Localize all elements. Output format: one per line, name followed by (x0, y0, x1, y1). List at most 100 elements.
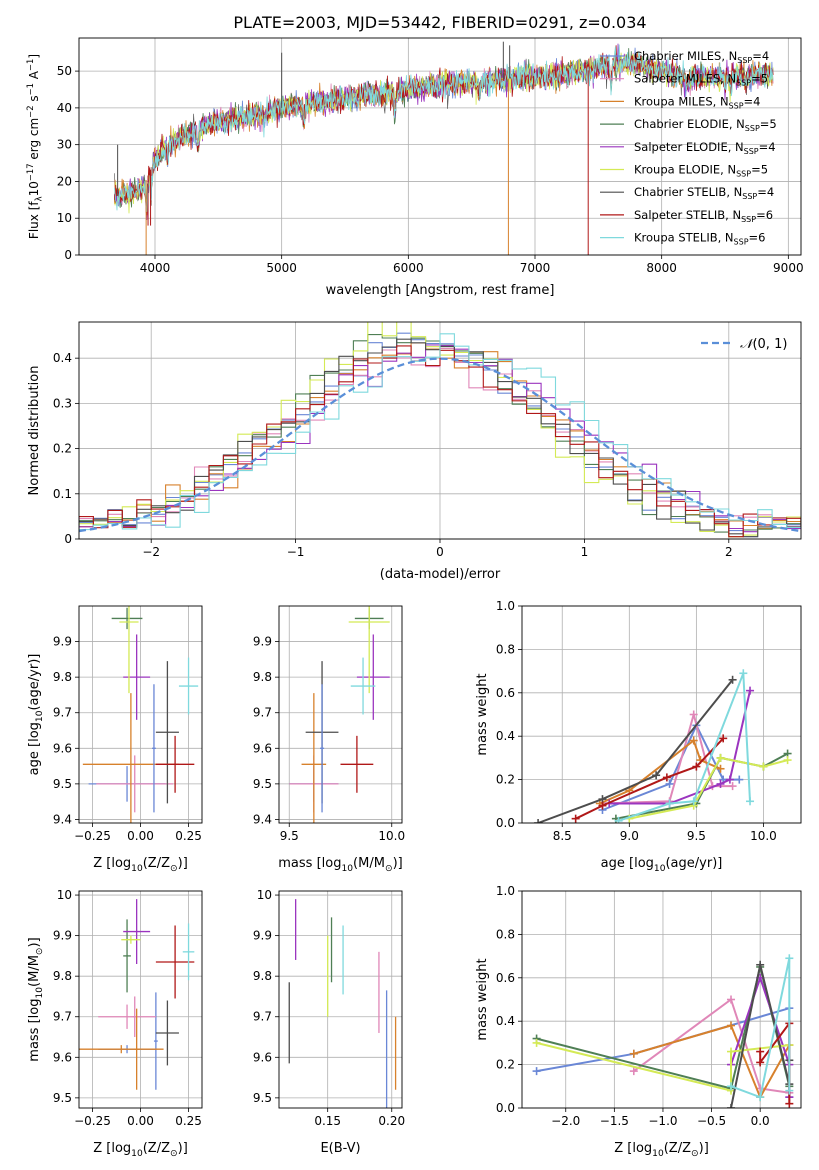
massweight-vs-age-marker (746, 686, 755, 695)
massweight-vs-age-marker (665, 799, 674, 808)
spectrum-series-8 (114, 44, 774, 212)
mass-vs-Z-errorbar (134, 1008, 139, 1090)
residuals-xtick-label: 1 (581, 545, 589, 559)
mass-vs-Z-ytick-label: 9.5 (53, 1091, 72, 1105)
mass-vs-metallicity-panel: −0.25 0.00 0.25 9.5 9.6 9.7 9.8 9.9 10 Z [log10(Z… (27, 888, 203, 1159)
age-vs-Z-xtick-label: 0.25 (175, 829, 202, 843)
massweight-vs-Z-xtick-label: −2.0 (551, 1114, 580, 1128)
mass-vs-Z-errorbar (182, 923, 195, 981)
massweight-vs-Z-marker (629, 1049, 638, 1058)
massweight-vs-age-marker (728, 675, 737, 684)
age-vs-mass-xtick-label: 9.5 (280, 829, 299, 843)
age-vs-mass-ytick-label: 9.7 (253, 706, 272, 720)
age-vs-Z-errorbar (155, 735, 195, 793)
residuals-ytick-label: 0.4 (53, 351, 72, 365)
age-vs-mass-ytick-label: 9.9 (253, 635, 272, 649)
massweight-vs-age-frame (521, 605, 802, 824)
spectrum-xlabel: wavelength [Angstrom, rest frame] (326, 283, 555, 298)
age-vs-mass-ytick-label: 9.8 (253, 670, 272, 684)
residuals-panel: −2 −1 0 1 2 0 0.1 0.2 0.3 0.4 𝒩(0, 1) (data-model)/… (27, 321, 802, 582)
spectrum-ytick-label: 0 (64, 248, 72, 262)
massweight-vs-age-marker (662, 773, 671, 782)
massweight-vs-Z-marker (785, 1099, 794, 1108)
massweight-vs-Z-series-1 (633, 997, 790, 1094)
massweight-vs-age-marker (689, 710, 698, 719)
mass-vs-Z-xlabel: Z [log10(Z/Z⊙)] (93, 1141, 188, 1159)
age-vs-mass-panel: 9.5 10.0 9.4 9.5 9.6 9.7 9.8 9.9 mass [log10(M/M… (253, 605, 405, 874)
residual-histograms (79, 322, 801, 538)
massweight-vs-age-background (522, 606, 801, 823)
massweight-vs-age-marker (725, 775, 734, 784)
massweight-vs-Z-series-8 (730, 958, 791, 1099)
massweight-vs-Z-series-2 (633, 1024, 791, 1100)
massweight-vs-age-ytick-label: 0.8 (496, 642, 515, 656)
mass-vs-EBV-background (279, 891, 402, 1108)
mass-vs-Z-ytick-label: 9.6 (53, 1050, 72, 1064)
age-vs-Z-ytick-label: 9.6 (53, 741, 72, 755)
residuals-xtick-label: −2 (142, 545, 160, 559)
massweight-vs-Z-lines (532, 954, 794, 1108)
residuals-xtick-label: −1 (287, 545, 305, 559)
massweight-vs-Z-marker (727, 1104, 736, 1108)
massweight-vs-age-marker (571, 814, 580, 823)
age-vs-Z-points (82, 606, 199, 823)
age-vs-Z-xlabel: Z [log10(Z/Z⊙)] (93, 856, 188, 874)
mass-vs-EBV-xlabel: E(B-V) (320, 1141, 360, 1156)
massweight-vs-Z-marker (629, 1067, 638, 1076)
residual-histogram-series-8 (79, 333, 801, 531)
massweight-vs-Z-marker (756, 1093, 765, 1102)
mass-vs-EBV-frame (278, 890, 403, 1109)
mass-vs-EBV-ytick-label: 9.6 (253, 1050, 272, 1064)
age-vs-mass-errorbar (356, 634, 390, 720)
legend-label: Chabrier MILES, NSSP=4 (634, 49, 769, 65)
mass-vs-Z-frame (78, 890, 203, 1109)
massweight-vs-Z-background (522, 891, 801, 1108)
age-vs-mass-errorbar (348, 606, 390, 694)
mass-vs-EBV-xtick-label: 0.20 (378, 1114, 405, 1128)
massweight-vs-Z-ytick-label: 0.8 (496, 927, 515, 941)
mass-vs-Z-errorbar (123, 899, 151, 965)
massweight-vs-age-marker (728, 782, 737, 791)
massweight-vs-metallicity-panel: −2.0 −1.5 −1.0 −0.5 0.0 0.0 0.2 0.4 0.6 0.8 1.0 Z [… (475, 884, 802, 1159)
residuals-xlabel: (data-model)/error (380, 567, 501, 582)
mass-vs-EBV-ytick-label: 9.9 (253, 929, 272, 943)
mass-vs-EBV-ytick-label: 9.7 (253, 1010, 272, 1024)
massweight-vs-age-marker (652, 771, 661, 780)
age-vs-Z-ytick-label: 9.4 (53, 812, 72, 826)
massweight-vs-age-marker (783, 756, 792, 765)
mass-vs-extinction-panel: 0.15 0.20 9.5 9.6 9.7 9.8 9.9 10 E(B-V) (253, 888, 405, 1156)
age-vs-Z-ytick-label: 9.7 (53, 706, 72, 720)
massweight-vs-Z-marker (756, 960, 765, 969)
mass-vs-Z-ytick-label: 9.9 (53, 929, 72, 943)
massweight-vs-Z-marker (785, 1086, 794, 1095)
mass-vs-Z-ytick-label: 10 (57, 888, 72, 902)
massweight-vs-Z-marker (532, 1067, 541, 1076)
massweight-vs-age-marker (719, 734, 728, 743)
legend-label: Kroupa STELIB, NSSP=6 (634, 231, 765, 247)
age-vs-Z-ytick-label: 9.5 (53, 777, 72, 791)
massweight-vs-age-marker (689, 797, 698, 806)
legend-label: Kroupa ELODIE, NSSP=5 (634, 163, 768, 179)
residuals-ytick-label: 0 (64, 532, 72, 546)
age-vs-mass-xtick-label: 10.0 (378, 829, 405, 843)
residuals-ylabel: Normed distribution (27, 366, 42, 496)
mass-vs-Z-xtick-label: −0.25 (74, 1114, 111, 1128)
massweight-vs-Z-marker (785, 954, 794, 963)
massweight-vs-Z-marker (756, 1047, 765, 1056)
mass-vs-Z-errorbar (98, 1004, 156, 1029)
age-vs-Z-ylabel: age [log10(age/yr)] (27, 654, 45, 776)
spectrum-xtick-label: 5000 (266, 261, 297, 275)
mass-vs-Z-xtick-label: 0.00 (127, 1114, 154, 1128)
legend-label: Chabrier STELIB, NSSP=4 (634, 185, 774, 201)
spectrum-legend: Chabrier MILES, NSSP=4 Salpeter MILES, NS… (600, 49, 777, 247)
massweight-vs-age-marker (598, 801, 607, 810)
residuals-ytick-label: 0.2 (53, 442, 72, 456)
mass-vs-Z-errorbar (155, 1000, 179, 1066)
massweight-vs-age-ylabel: mass weight (475, 673, 490, 755)
massweight-vs-Z-marker (727, 995, 736, 1004)
massweight-vs-Z-xtick-label: −1.5 (600, 1114, 629, 1128)
massweight-vs-Z-ytick-label: 0.4 (496, 1014, 515, 1028)
massweight-vs-age-marker (746, 797, 755, 806)
spectrum-xtick-label: 8000 (646, 261, 677, 275)
massweight-vs-Z-marker (756, 1058, 765, 1067)
